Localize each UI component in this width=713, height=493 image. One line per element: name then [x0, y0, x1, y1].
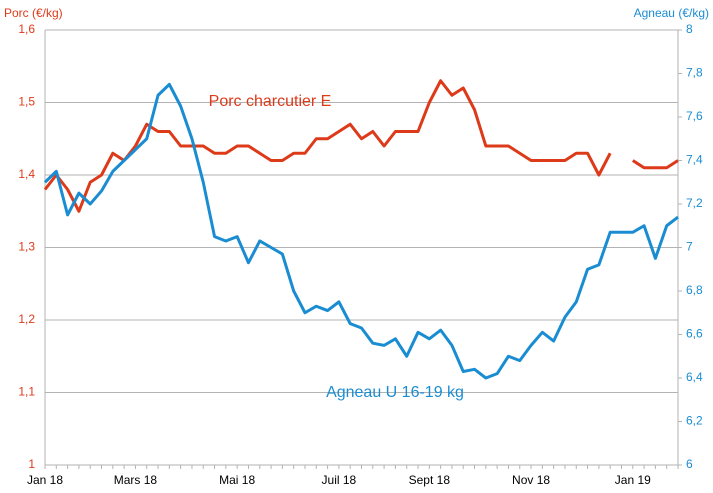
x-tick-label: Sept 18 — [409, 473, 451, 487]
series-line — [43, 82, 679, 380]
x-tick-label: Nov 18 — [512, 473, 550, 487]
y2-tick-label: 8 — [686, 22, 693, 36]
series-label: Porc charcutier E — [209, 93, 332, 110]
series-label: Agneau U 16-19 kg — [326, 384, 464, 401]
series-line — [43, 79, 679, 213]
y2-tick-label: 6,2 — [686, 414, 703, 428]
y2-tick-label: 6,8 — [686, 283, 703, 297]
y-axis-title: Porc (€/kg) — [4, 6, 63, 20]
y-tick-label: 1,4 — [18, 167, 35, 181]
x-tick-label: Mai 18 — [219, 473, 255, 487]
x-tick-label: Juil 18 — [322, 473, 357, 487]
x-tick-label: Jan 18 — [27, 473, 63, 487]
y-tick-label: 1,5 — [18, 95, 35, 109]
y-tick-label: 1,2 — [18, 312, 35, 326]
y2-tick-label: 6 — [686, 457, 693, 471]
x-tick-label: Mars 18 — [114, 473, 158, 487]
y2-tick-label: 7,8 — [686, 66, 703, 80]
y2-tick-label: 7 — [686, 240, 693, 254]
y-tick-label: 1 — [28, 457, 35, 471]
y2-tick-label: 7,2 — [686, 196, 703, 210]
y-tick-label: 1,6 — [18, 22, 35, 36]
y2-tick-label: 6,4 — [686, 370, 703, 384]
y2-tick-label: 7,4 — [686, 153, 703, 167]
y-tick-label: 1,1 — [18, 385, 35, 399]
y2-tick-label: 7,6 — [686, 109, 703, 123]
y2-axis-title: Agneau (€/kg) — [634, 6, 709, 20]
y2-tick-label: 6,6 — [686, 327, 703, 341]
y-tick-label: 1,3 — [18, 240, 35, 254]
x-tick-label: Jan 19 — [615, 473, 651, 487]
